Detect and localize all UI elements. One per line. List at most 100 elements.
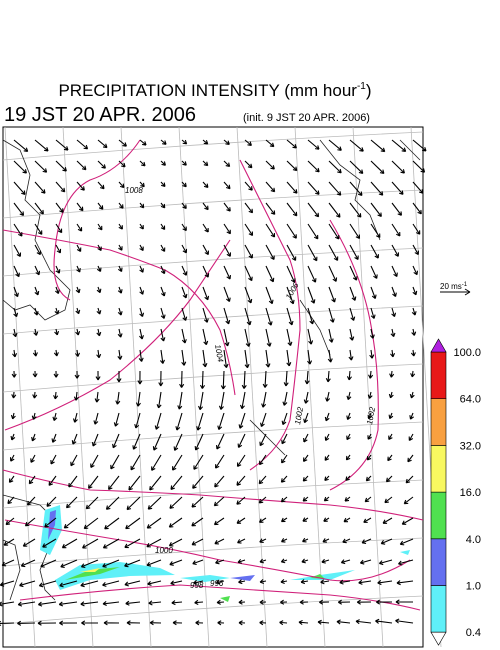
wind-arrow	[303, 391, 309, 404]
wind-arrow	[265, 202, 276, 215]
wind-arrow	[409, 391, 415, 399]
wind-arrow	[280, 579, 288, 585]
wind-arrow	[96, 307, 102, 315]
wind-arrow	[342, 538, 351, 544]
wind-arrow	[126, 496, 141, 511]
wind-arrow	[395, 599, 414, 605]
wind-arrow	[396, 580, 414, 586]
wind-arrow	[55, 181, 66, 193]
wind-arrow	[170, 475, 183, 490]
wind-arrow	[223, 328, 230, 347]
wind-arrow	[355, 619, 372, 625]
wind-arrow	[181, 139, 188, 145]
wind-arrow	[139, 286, 145, 295]
colorbar-label: 0.4	[466, 627, 481, 639]
wind-arrow	[213, 496, 225, 507]
wind-arrow	[345, 475, 351, 481]
wind-arrow	[387, 454, 393, 462]
wind-arrow	[317, 619, 330, 625]
wind-arrow	[55, 244, 62, 254]
wind-arrow	[160, 286, 166, 297]
wind-arrow	[0, 601, 15, 607]
wind-arrow	[160, 328, 166, 342]
wind-arrow	[55, 160, 67, 172]
wind-arrow	[349, 265, 358, 281]
wind-arrow	[391, 160, 405, 174]
wind-arrow	[17, 601, 36, 607]
wind-arrow	[33, 307, 39, 316]
wind-arrow	[59, 580, 78, 588]
wind-arrow	[280, 538, 288, 543]
wind-arrow	[193, 579, 204, 585]
wind-arrow	[138, 349, 144, 362]
wind-arrow	[13, 244, 22, 257]
wind-arrow	[61, 538, 78, 549]
wind-arrow	[367, 391, 373, 399]
wind-arrow	[391, 265, 398, 277]
wind-arrow	[76, 265, 81, 273]
wind-arrow	[349, 181, 363, 196]
wind-arrow	[139, 328, 144, 340]
wind-arrow	[102, 538, 120, 549]
wind-arrow	[367, 412, 373, 420]
wind-arrow	[328, 202, 341, 218]
wind-arrow	[244, 349, 250, 369]
wind-arrow	[370, 265, 378, 279]
graticule-line	[178, 126, 210, 648]
wind-arrow	[75, 307, 81, 315]
wind-arrow	[118, 244, 123, 251]
wind-arrow	[171, 600, 183, 606]
wind-arrow	[220, 370, 226, 390]
wind-arrow	[370, 160, 385, 175]
wind-arrow	[328, 286, 336, 303]
wind-arrow	[1, 559, 15, 567]
wind-arrow	[118, 139, 127, 147]
wind-arrow	[412, 286, 418, 296]
wind-arrow	[48, 475, 57, 486]
wind-arrow	[34, 286, 40, 296]
wind-arrow	[118, 160, 126, 168]
wind-arrow	[149, 475, 162, 491]
wind-arrow	[370, 307, 376, 319]
wind-arrow	[307, 160, 320, 173]
precip-area	[48, 510, 56, 540]
colorbar: 0.4 1.0 4.0 16.0 32.0 64.0 100.0	[430, 338, 481, 646]
title: PRECIPITATION INTENSITY (mm hour-1)	[58, 81, 371, 100]
wind-arrow	[302, 517, 309, 522]
wind-arrow	[34, 181, 46, 194]
wind-arrow	[280, 475, 288, 483]
wind-arrow	[327, 349, 333, 363]
wind-arrow	[389, 370, 395, 378]
wind-arrow	[391, 286, 397, 298]
wind-arrow	[110, 454, 120, 470]
wind-arrow	[199, 370, 206, 389]
wind-arrow	[173, 433, 183, 451]
isobar	[2, 469, 424, 521]
wind-arrow	[259, 579, 267, 585]
wind-arrow	[108, 475, 120, 490]
wind-arrow	[13, 307, 19, 318]
wind-arrow	[286, 202, 298, 217]
wind-arrow	[34, 244, 42, 256]
wind-arrow	[31, 433, 36, 442]
wind-arrow	[236, 496, 246, 505]
precip-area	[290, 570, 355, 580]
wind-arrow	[73, 391, 79, 401]
wind-arrow	[118, 223, 123, 230]
wind-arrow	[286, 139, 297, 149]
wind-arrow	[117, 265, 123, 273]
wind-arrow	[244, 328, 251, 347]
wind-arrow	[117, 286, 123, 294]
wind-arrow	[223, 160, 231, 168]
wind-arrow	[96, 265, 102, 272]
wind-arrow	[324, 454, 330, 461]
wind-arrow	[412, 139, 427, 152]
wind-arrow	[323, 517, 330, 522]
wind-arrow	[5, 517, 15, 526]
wind-arrow	[193, 454, 204, 470]
wind-arrow	[118, 181, 125, 189]
wind-arrow	[328, 307, 335, 323]
isobar	[239, 159, 301, 471]
colorbar-segment	[430, 491, 447, 540]
wind-arrow	[71, 433, 78, 445]
